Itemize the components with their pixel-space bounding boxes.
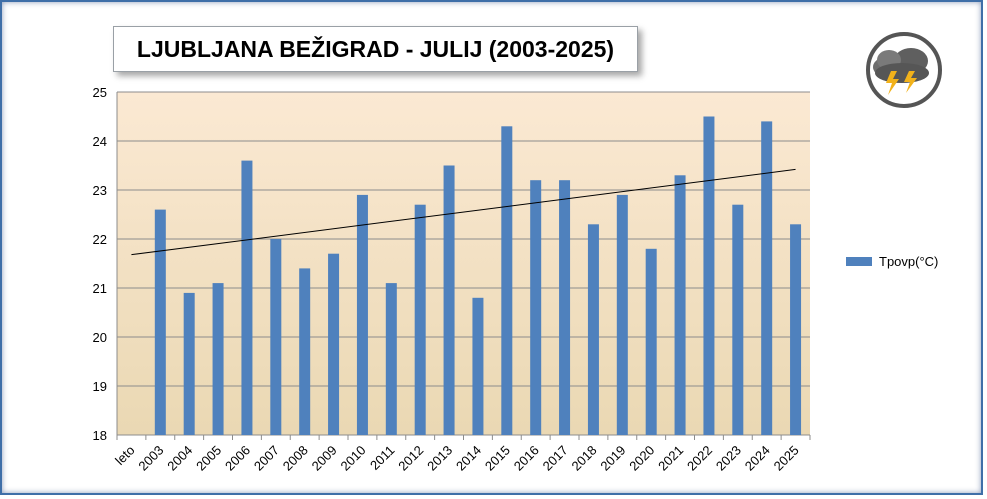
x-tick-label: 2012 xyxy=(395,443,426,474)
x-tick-label: 2014 xyxy=(453,443,484,474)
bar xyxy=(559,180,571,435)
legend: Tpovp(°C) xyxy=(846,254,938,269)
plot-area xyxy=(117,92,810,435)
bar xyxy=(530,180,542,435)
x-tick-label: 2022 xyxy=(684,443,715,474)
y-tick-labels: 18 19 20 21 22 23 24 25 xyxy=(93,85,107,443)
bar xyxy=(414,204,426,435)
bar xyxy=(587,224,599,435)
chart-title: LJUBLJANA BEŽIGRAD - JULIJ (2003-2025) xyxy=(136,35,615,62)
bar xyxy=(154,209,166,435)
y-tick-label: 21 xyxy=(93,281,107,296)
x-tick-label: 2006 xyxy=(222,443,253,474)
bar xyxy=(472,297,484,435)
axes xyxy=(116,92,811,440)
bar xyxy=(501,126,513,436)
x-tick-label: 2011 xyxy=(367,443,397,473)
bar xyxy=(645,248,657,435)
legend-label: Tpovp(°C) xyxy=(879,254,939,269)
x-tick-label: 2019 xyxy=(597,443,628,474)
bar xyxy=(241,160,253,435)
x-tick-label: 2005 xyxy=(193,443,224,474)
y-tick-label: 24 xyxy=(93,134,107,149)
x-tick-label: 2013 xyxy=(424,443,455,474)
bar xyxy=(356,194,368,435)
bar xyxy=(790,224,802,435)
bar xyxy=(183,292,195,435)
x-tick-label: 2004 xyxy=(164,443,195,474)
x-tick-label: 2016 xyxy=(511,443,542,474)
x-tick-label: leto xyxy=(112,443,137,468)
trendline-group xyxy=(131,168,796,256)
bar xyxy=(761,121,773,436)
bar xyxy=(385,283,397,435)
bar xyxy=(328,253,340,435)
bar xyxy=(732,204,744,435)
trendline xyxy=(131,168,796,256)
y-tick-label: 22 xyxy=(93,232,107,247)
x-tick-label: 2010 xyxy=(338,443,369,474)
bar xyxy=(299,268,311,435)
x-tick-label: 2007 xyxy=(251,443,282,474)
y-tick-label: 19 xyxy=(93,379,107,394)
bar xyxy=(616,194,628,435)
y-tick-label: 18 xyxy=(93,428,107,443)
bars xyxy=(154,116,802,436)
x-tick-label: 2025 xyxy=(771,443,802,474)
x-tick-label: 2017 xyxy=(540,443,571,474)
x-tick-label: 2015 xyxy=(482,443,513,474)
bar xyxy=(674,175,686,436)
y-tick-label: 23 xyxy=(93,183,107,198)
x-tick-label: 2018 xyxy=(569,443,600,474)
x-tick-label: 2008 xyxy=(280,443,311,474)
x-tick-label: 2009 xyxy=(309,443,340,474)
bar xyxy=(703,116,715,435)
y-tick-label: 25 xyxy=(93,85,107,100)
x-tick-label: 2020 xyxy=(626,443,657,474)
bar xyxy=(212,283,224,435)
gridlines xyxy=(117,91,810,387)
x-tick-label: 2023 xyxy=(713,443,744,474)
storm-cloud-lightning-icon xyxy=(866,32,942,108)
chart-title-box: LJUBLJANA BEŽIGRAD - JULIJ (2003-2025) xyxy=(113,26,638,72)
bar xyxy=(443,165,455,435)
x-tick-label: 2024 xyxy=(742,443,773,474)
x-tick-label: 2003 xyxy=(135,443,166,474)
x-tick-labels: leto200320042005200620072008200920102011… xyxy=(112,443,802,474)
x-tick-label: 2021 xyxy=(655,443,686,474)
y-tick-label: 20 xyxy=(93,330,107,345)
logo-box xyxy=(847,27,962,111)
legend-swatch xyxy=(846,257,872,266)
bar xyxy=(270,239,282,435)
